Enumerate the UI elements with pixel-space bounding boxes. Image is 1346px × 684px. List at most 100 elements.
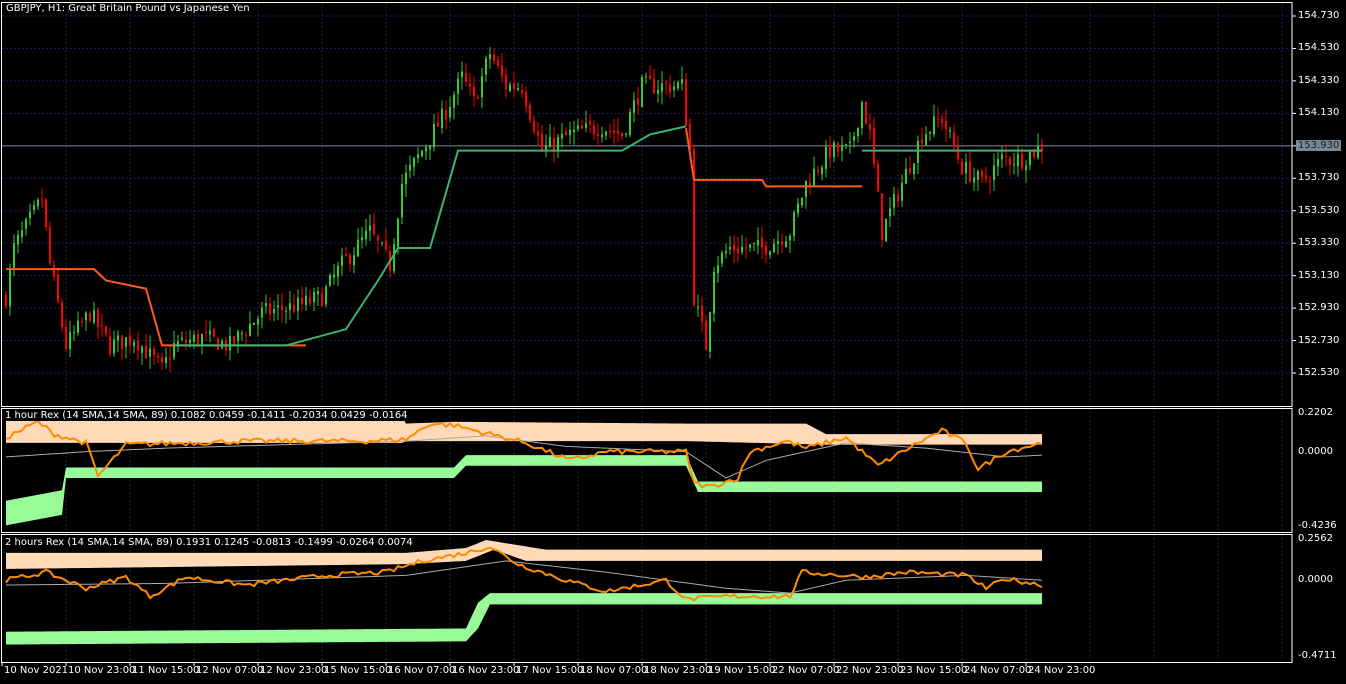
candle-body — [777, 240, 779, 245]
candle-body — [249, 324, 251, 336]
candle-body — [613, 130, 615, 133]
x-tick-label: 15 Nov 15:00 — [324, 665, 392, 676]
candle-body — [837, 143, 839, 152]
y-tick-label: 154.730 — [1298, 10, 1340, 21]
candle-body — [713, 271, 715, 314]
candle-body — [733, 244, 735, 251]
candle-body — [961, 160, 963, 175]
candle-body — [117, 335, 119, 341]
candle-body — [337, 265, 339, 277]
candle-body — [261, 307, 263, 318]
candle-body — [981, 170, 983, 177]
candle-body — [765, 245, 767, 255]
candle-body — [533, 120, 535, 133]
candle-body — [53, 265, 55, 277]
panel-frame — [1, 2, 1293, 407]
candle-body — [229, 335, 231, 351]
candle-body — [401, 183, 403, 218]
candle-body — [197, 333, 199, 345]
panel2-label: 2 hours Rex (14 SMA,14 SMA, 89) 0.1931 0… — [3, 537, 415, 548]
candle-body — [513, 83, 515, 90]
candle-body — [397, 218, 399, 247]
candle-body — [125, 337, 127, 347]
candle-body — [101, 324, 103, 326]
candle-body — [729, 247, 731, 250]
upper-band — [6, 539, 1042, 569]
candle-body — [525, 91, 527, 107]
candle-body — [825, 146, 827, 169]
candle-body — [81, 321, 83, 323]
candle-body — [393, 244, 395, 272]
y-tick-label: -0.4711 — [1298, 650, 1337, 661]
candle-body — [497, 59, 499, 66]
candle-body — [69, 332, 71, 349]
candle-body — [821, 167, 823, 175]
candle-body — [365, 230, 367, 240]
candle-body — [661, 83, 663, 92]
candle-body — [93, 309, 95, 323]
candle-body — [701, 305, 703, 322]
candle-body — [801, 197, 803, 206]
candle-body — [881, 193, 883, 240]
candle-body — [745, 247, 747, 249]
candle-body — [989, 181, 991, 183]
candle-body — [181, 337, 183, 340]
green-stop-line — [174, 125, 687, 347]
candle-body — [985, 175, 987, 180]
candle-body — [173, 342, 175, 358]
x-tick-label: 22 Nov 07:00 — [772, 665, 840, 676]
candle-body — [793, 212, 795, 236]
candle-body — [157, 355, 159, 358]
candle-body — [521, 90, 523, 93]
candle-body — [317, 291, 319, 295]
candle-body — [417, 154, 419, 159]
candle-body — [529, 105, 531, 120]
candle-body — [901, 182, 903, 201]
y-tick-label: 153.330 — [1298, 237, 1340, 249]
candle-body — [49, 227, 51, 264]
candle-body — [137, 340, 139, 351]
candle-body — [645, 76, 647, 78]
candle-body — [1017, 154, 1019, 167]
lower-band — [6, 455, 1042, 526]
x-tick-label: 16 Nov 23:00 — [452, 665, 520, 676]
oscillator-line — [5, 419, 1043, 489]
candle-body — [601, 134, 603, 138]
candle-body — [17, 234, 19, 245]
candle-body — [693, 149, 695, 306]
candle-body — [653, 78, 655, 94]
candle-body — [741, 246, 743, 253]
candle-body — [65, 326, 67, 349]
lower-band — [6, 593, 1042, 645]
candle-body — [953, 132, 955, 147]
candle-body — [33, 205, 35, 211]
candle-body — [293, 304, 295, 313]
candle-body — [29, 211, 31, 219]
candle-body — [289, 303, 291, 310]
candle-body — [385, 240, 387, 250]
candle-body — [573, 129, 575, 133]
candle-body — [205, 332, 207, 334]
candle-body — [705, 320, 707, 350]
candle-body — [593, 125, 595, 135]
candle-body — [217, 338, 219, 351]
candle-body — [97, 309, 99, 327]
orange-stop-line — [685, 127, 862, 188]
candle-body — [61, 302, 63, 327]
candle-body — [633, 100, 635, 113]
candle-body — [329, 275, 331, 286]
candle-body — [269, 303, 271, 315]
y-tick-label: 0.2562 — [1298, 533, 1333, 544]
candle-body — [549, 136, 551, 147]
candle-body — [889, 208, 891, 217]
candle-body — [681, 79, 683, 84]
candle-body — [689, 123, 691, 150]
y-tick-label: 152.930 — [1298, 302, 1340, 314]
candle-body — [165, 357, 167, 364]
candle-body — [405, 172, 407, 185]
candle-body — [553, 137, 555, 152]
candle-body — [313, 292, 315, 303]
candle-body — [453, 94, 455, 108]
candle-body — [9, 267, 11, 307]
